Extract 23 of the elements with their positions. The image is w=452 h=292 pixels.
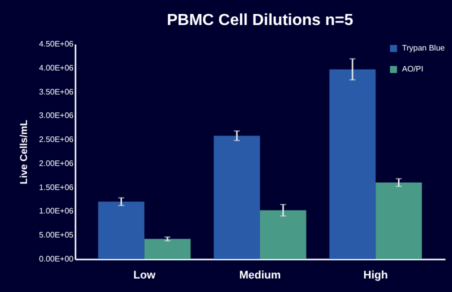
y-tick-label: 5.00E+05 (39, 230, 74, 240)
y-tick-label: 4.50E+06 (39, 40, 74, 48)
x-tick-label: Medium (239, 270, 281, 282)
chart-title: PBMC Cell Dilutions n=5 (166, 12, 354, 29)
bar (144, 238, 191, 259)
bar (98, 202, 144, 259)
legend-label: AO/PI (402, 64, 424, 74)
x-tick-label: Low (133, 270, 156, 282)
x-tick-label: High (363, 270, 388, 282)
y-tick-label: 3.00E+06 (39, 111, 74, 120)
y-tick-label: 1.50E+06 (39, 182, 74, 192)
y-tick-label: 1.00E+06 (39, 206, 74, 216)
y-tick-label: 3.50E+06 (39, 87, 74, 96)
y-tick-label: 2.50E+06 (39, 135, 74, 144)
bar (329, 69, 376, 259)
bar (214, 136, 260, 259)
y-tick-label: 0.00E+00 (39, 254, 74, 264)
legend-label: Trypan Blue (402, 44, 446, 52)
bar (376, 182, 422, 259)
y-tick-label: 2.00E+06 (39, 158, 74, 168)
y-axis-title: Live Cells/mL (19, 120, 30, 184)
y-tick-label: 4.00E+06 (39, 63, 74, 72)
bar (260, 210, 306, 259)
